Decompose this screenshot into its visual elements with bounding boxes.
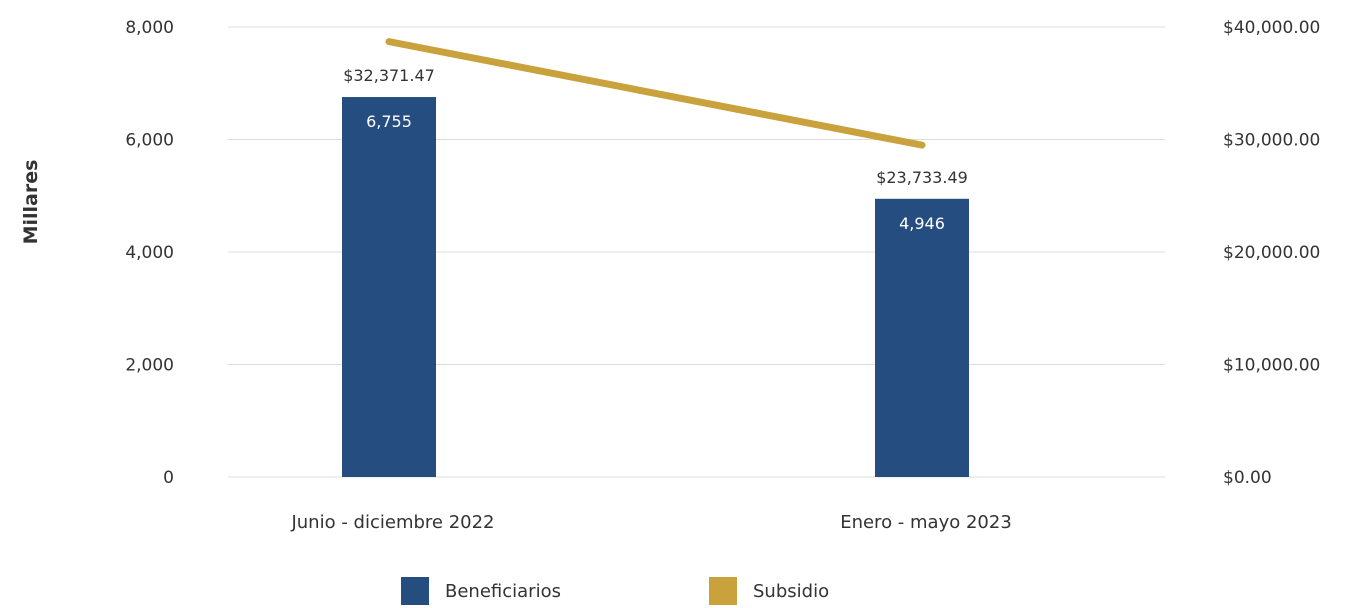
line-value-label: $23,733.49: [876, 168, 968, 187]
x-category-label: Junio - diciembre 2022: [290, 512, 494, 533]
x-category-label: Enero - mayo 2023: [840, 512, 1012, 533]
bar-series: 6,755 4,946: [342, 97, 969, 477]
y2-tick-label: $0.00: [1223, 468, 1272, 488]
y2-tick-label: $30,000.00: [1223, 131, 1320, 151]
legend-label: Subsidio: [753, 580, 830, 602]
legend: Beneficiarios Subsidio: [0, 574, 1347, 608]
bar-value-label: 4,946: [899, 214, 945, 233]
right-axis-ticks: $0.00 $10,000.00 $20,000.00 $30,000.00 $40,0…: [1223, 18, 1320, 488]
legend-swatch-line: [709, 577, 737, 605]
y2-tick-label: $20,000.00: [1223, 243, 1320, 263]
line-value-label: $32,371.47: [343, 66, 435, 85]
subsidio-line: [385, 38, 926, 149]
y2-tick-label: $40,000.00: [1223, 18, 1320, 38]
legend-item-beneficiarios: Beneficiarios: [401, 577, 561, 605]
y-tick-label: 6,000: [125, 131, 174, 151]
y-tick-label: 0: [163, 468, 174, 488]
legend-swatch-bar: [401, 577, 429, 605]
bar-value-label: 6,755: [366, 112, 412, 131]
y-tick-label: 2,000: [125, 356, 174, 376]
y-axis-title: Millares: [20, 160, 42, 245]
legend-label: Beneficiarios: [445, 580, 561, 602]
y-tick-label: 8,000: [125, 18, 174, 38]
y-tick-label: 4,000: [125, 243, 174, 263]
bar: [875, 198, 969, 477]
combo-chart: 0 2,000 4,000 6,000 8,000 $0.00 $10,000.00 $20…: [20, 18, 1320, 533]
line-series: $32,371.47 $23,733.49: [343, 38, 968, 187]
y2-tick-label: $10,000.00: [1223, 356, 1320, 376]
left-axis-ticks: 0 2,000 4,000 6,000 8,000: [125, 18, 174, 488]
x-axis-categories: Junio - diciembre 2022 Enero - mayo 2023: [290, 512, 1011, 533]
bar: [342, 97, 436, 477]
legend-item-subsidio: Subsidio: [709, 577, 829, 605]
